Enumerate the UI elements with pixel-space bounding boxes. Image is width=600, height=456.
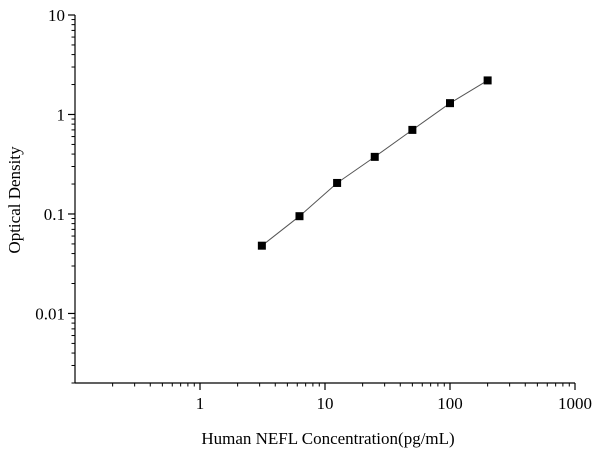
y-tick-label: 1: [57, 105, 66, 124]
data-point: [295, 212, 304, 221]
x-tick-label: 100: [437, 394, 463, 413]
data-point: [483, 76, 492, 85]
x-ticks: 1 10 100 1000: [112, 383, 592, 413]
y-tick-label: 0.01: [35, 304, 65, 323]
y-tick-label: 10: [48, 6, 65, 25]
data-point: [257, 241, 266, 250]
data-point: [408, 125, 417, 134]
y-tick-label: 0.1: [44, 205, 65, 224]
axes: 1 10 100 1000 0.01 0.1 1 10: [35, 6, 592, 413]
y-ticks: 0.01 0.1 1 10: [35, 6, 75, 384]
x-axis-title: Human NEFL Concentration(pg/mL): [201, 429, 454, 448]
data-point: [370, 152, 379, 161]
data-point: [446, 99, 454, 108]
plot-area: [257, 76, 492, 250]
x-tick-label: 1000: [558, 394, 592, 413]
x-tick-label: 1: [196, 394, 205, 413]
y-axis-title: Optical Density: [5, 146, 24, 254]
x-tick-label: 10: [317, 394, 334, 413]
data-point: [333, 178, 342, 187]
